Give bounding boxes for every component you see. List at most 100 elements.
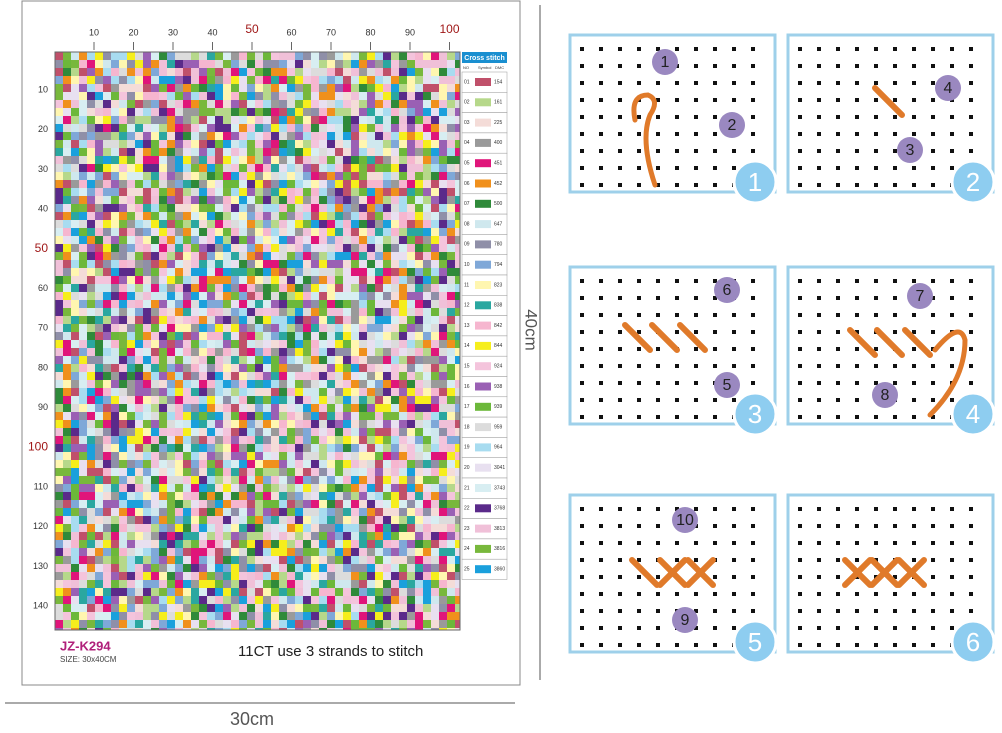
pattern-cell xyxy=(439,180,447,188)
pattern-cell xyxy=(295,268,303,276)
pattern-cell xyxy=(167,252,175,260)
pattern-cell xyxy=(287,68,295,76)
pattern-cell xyxy=(415,372,423,380)
pattern-cell xyxy=(287,436,295,444)
pattern-cell xyxy=(311,572,319,580)
pattern-cell xyxy=(207,276,215,284)
pattern-cell xyxy=(199,380,207,388)
fabric-hole xyxy=(836,398,840,402)
fabric-hole xyxy=(713,296,717,300)
pattern-cell xyxy=(335,524,343,532)
pattern-cell xyxy=(95,244,103,252)
pattern-cell xyxy=(439,620,447,628)
legend-dmc: 844 xyxy=(494,343,503,349)
pattern-cell xyxy=(231,524,239,532)
fabric-hole xyxy=(694,279,698,283)
pattern-cell xyxy=(455,612,460,620)
pattern-cell xyxy=(311,532,319,540)
pattern-cell xyxy=(271,484,279,492)
pattern-cell xyxy=(199,548,207,556)
pattern-cell xyxy=(127,372,135,380)
fabric-hole xyxy=(732,507,736,511)
pattern-cell xyxy=(95,76,103,84)
pattern-cell xyxy=(367,596,375,604)
pattern-cell xyxy=(143,604,151,612)
step-number: 1 xyxy=(748,167,762,197)
fabric-hole xyxy=(798,47,802,51)
pattern-cell xyxy=(135,156,143,164)
pattern-cell xyxy=(207,428,215,436)
pattern-cell xyxy=(287,388,295,396)
pattern-cell xyxy=(343,620,351,628)
pattern-cell xyxy=(279,364,287,372)
pattern-cell xyxy=(71,460,79,468)
pattern-cell xyxy=(239,500,247,508)
fabric-hole xyxy=(836,279,840,283)
pattern-cell xyxy=(71,508,79,516)
pattern-cell xyxy=(191,148,199,156)
pattern-cell xyxy=(71,412,79,420)
pattern-cell xyxy=(215,412,223,420)
pattern-cell xyxy=(223,516,231,524)
pattern-cell xyxy=(167,324,175,332)
pattern-cell xyxy=(135,468,143,476)
pattern-cell xyxy=(87,532,95,540)
legend-dmc: 3813 xyxy=(494,526,505,532)
pattern-cell xyxy=(55,420,63,428)
pattern-cell xyxy=(247,212,255,220)
step-badge xyxy=(950,619,996,665)
pattern-cell xyxy=(271,572,279,580)
pattern-cell xyxy=(119,140,127,148)
stitch xyxy=(902,327,933,358)
pattern-cell xyxy=(55,516,63,524)
pattern-cell xyxy=(431,372,439,380)
pattern-cell xyxy=(175,84,183,92)
pattern-cell xyxy=(111,348,119,356)
pattern-cell xyxy=(439,228,447,236)
pattern-cell xyxy=(439,132,447,140)
pattern-cell xyxy=(335,476,343,484)
pattern-cell xyxy=(407,52,415,60)
pattern-cell xyxy=(415,508,423,516)
pattern-cell xyxy=(143,564,151,572)
pattern-cell xyxy=(423,612,431,620)
pattern-cell xyxy=(383,588,391,596)
pattern-cell xyxy=(55,532,63,540)
fabric-hole xyxy=(618,296,622,300)
pattern-cell xyxy=(127,612,135,620)
pattern-cell xyxy=(159,620,167,628)
pattern-cell xyxy=(439,508,447,516)
pattern-cell xyxy=(271,604,279,612)
pattern-cell xyxy=(119,460,127,468)
pattern-cell xyxy=(223,348,231,356)
pattern-cell xyxy=(151,252,159,260)
pattern-cell xyxy=(167,196,175,204)
pattern-cell xyxy=(319,140,327,148)
pattern-cell xyxy=(159,52,167,60)
pattern-cell xyxy=(231,156,239,164)
fabric-hole xyxy=(874,166,878,170)
pattern-cell xyxy=(415,540,423,548)
pattern-cell xyxy=(367,364,375,372)
fabric-hole xyxy=(751,524,755,528)
pattern-cell xyxy=(103,404,111,412)
pattern-cell xyxy=(423,52,431,60)
pattern-cell xyxy=(271,316,279,324)
pattern-cell xyxy=(391,372,399,380)
pattern-cell xyxy=(127,564,135,572)
pattern-cell xyxy=(63,332,71,340)
pattern-cell xyxy=(359,180,367,188)
pattern-cell xyxy=(423,108,431,116)
pattern-cell xyxy=(335,348,343,356)
pattern-cell xyxy=(303,124,311,132)
pattern-cell xyxy=(431,324,439,332)
fabric-hole xyxy=(931,415,935,419)
pattern-cell xyxy=(183,540,191,548)
pattern-cell xyxy=(191,284,199,292)
pattern-cell xyxy=(295,436,303,444)
fabric-hole xyxy=(969,507,973,511)
pattern-cell xyxy=(383,116,391,124)
pattern-cell xyxy=(447,252,455,260)
pattern-cell xyxy=(415,156,423,164)
pattern-cell xyxy=(343,500,351,508)
